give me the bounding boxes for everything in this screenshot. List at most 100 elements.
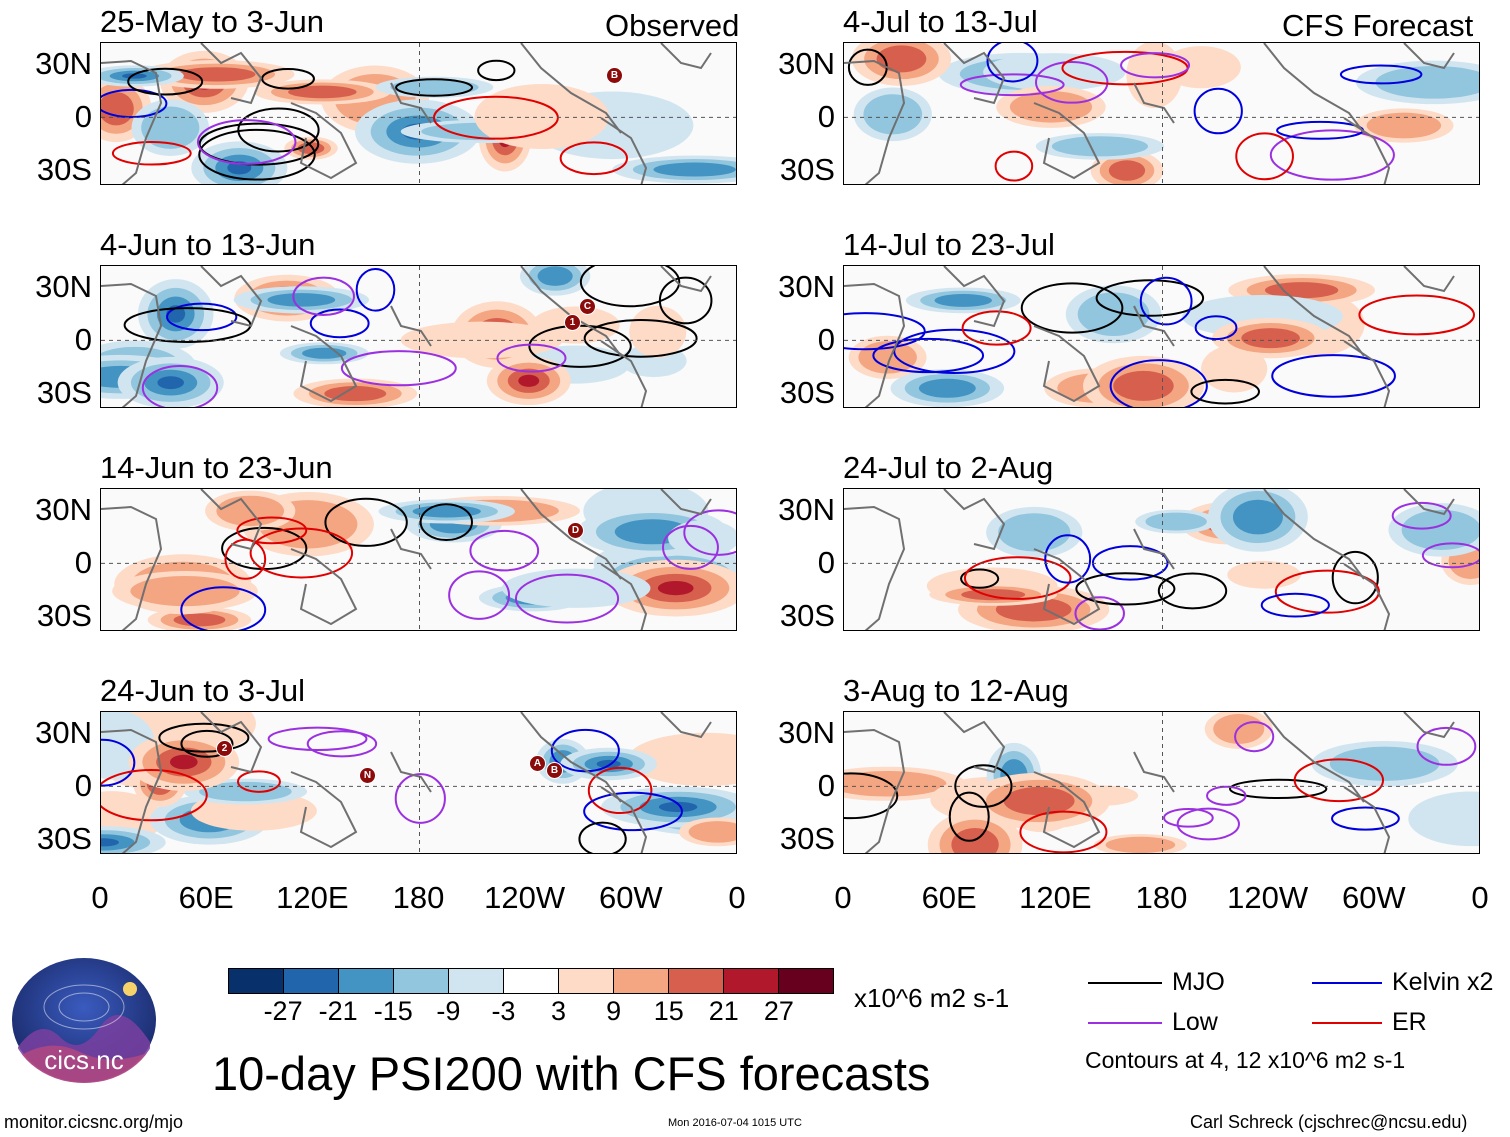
er-contour	[587, 766, 653, 815]
mjo-contour	[158, 722, 250, 753]
low-contour	[959, 73, 1065, 97]
legend-label-mjo: MJO	[1172, 968, 1225, 996]
er-contour	[963, 556, 1072, 600]
positive-anomaly	[400, 321, 563, 359]
colorbar-tick-label: 15	[653, 996, 684, 1026]
coastline	[1403, 266, 1455, 293]
positive-anomaly	[1366, 112, 1442, 139]
colorbar-tick-label: 27	[763, 996, 794, 1026]
negative-anomaly	[658, 801, 698, 813]
anomaly-field	[844, 489, 1479, 630]
negative-anomaly	[1408, 791, 1479, 847]
kelvin-contour	[101, 88, 168, 119]
mjo-contour	[180, 729, 234, 758]
coastline	[1133, 305, 1175, 347]
colorbar-tick-label: 3	[551, 996, 567, 1026]
latitude-label: 30N	[35, 46, 92, 81]
coastline	[390, 82, 432, 124]
mjo-contour	[477, 59, 516, 82]
colorbar-tick-label: -27	[263, 996, 303, 1026]
negative-anomaly	[934, 293, 992, 307]
latitude-label: 0	[74, 99, 92, 134]
kelvin-contour	[1193, 87, 1243, 135]
latitude-label: 30N	[35, 269, 92, 304]
coastline	[1033, 548, 1101, 626]
mjo-contour	[1020, 282, 1124, 334]
longitude-label: 180	[392, 880, 445, 915]
low-contour	[292, 276, 355, 317]
latitude-label: 30N	[778, 46, 835, 81]
er-contour	[1235, 132, 1294, 181]
colorbar-swatch	[449, 969, 504, 993]
negative-anomaly	[101, 838, 119, 847]
longitude-label: 60W	[1341, 880, 1406, 915]
mjo-contour	[578, 821, 627, 853]
positive-anomaly	[1126, 43, 1183, 109]
mjo-contour	[948, 791, 990, 842]
coastline	[290, 102, 358, 180]
kelvin-contour	[1339, 64, 1423, 85]
mjo-contour	[395, 78, 474, 97]
map-area: B	[100, 42, 737, 185]
colorbar-tick-label: 21	[708, 996, 739, 1026]
coastline	[390, 751, 432, 793]
positive-anomaly	[1227, 560, 1301, 589]
positive-anomaly	[629, 305, 687, 358]
storm-marker: 2	[216, 740, 233, 757]
mjo-contour	[198, 128, 316, 181]
panel-title: 4-Jun to 13-Jun	[100, 227, 316, 262]
panel-title: 14-Jun to 23-Jun	[100, 450, 333, 485]
low-contour	[1035, 60, 1109, 104]
longitude-label: 180	[1135, 880, 1188, 915]
positive-anomaly	[1113, 370, 1174, 401]
coastline	[390, 528, 432, 570]
mjo-contour	[1331, 550, 1379, 605]
coastline	[200, 489, 263, 551]
longitude-label: 0	[91, 880, 109, 915]
latitude-label: 0	[817, 768, 835, 803]
anomaly-field	[844, 43, 1479, 184]
coastline	[660, 489, 712, 516]
er-contour	[1293, 758, 1385, 803]
colorbar	[228, 968, 834, 994]
legend-label-low: Low	[1172, 1008, 1218, 1036]
legend-label-er: ER	[1392, 1008, 1427, 1036]
colorbar-swatch	[504, 969, 559, 993]
map-area	[843, 42, 1480, 185]
latitude-label: 30S	[779, 375, 835, 410]
longitude-label: 120E	[1019, 880, 1092, 915]
coastline	[660, 712, 712, 739]
er-contour	[111, 141, 192, 166]
er-contour	[961, 310, 1032, 346]
latitude-label: 30S	[779, 152, 835, 187]
mjo-contour	[1075, 572, 1176, 606]
low-contour	[141, 364, 219, 407]
colorbar-swatch	[339, 969, 394, 993]
negative-anomaly	[668, 520, 736, 556]
legend-line-kelvin	[1312, 982, 1382, 984]
mjo-contour	[844, 772, 899, 820]
colorbar-swatch	[229, 969, 284, 993]
coastline	[844, 59, 906, 184]
coastline	[844, 282, 906, 407]
coastline	[600, 340, 648, 407]
panel-tag: CFS Forecast	[1282, 8, 1474, 43]
coastline	[101, 728, 163, 853]
negative-anomaly	[1375, 66, 1479, 99]
coastline	[943, 266, 1006, 328]
positive-anomaly	[288, 85, 357, 99]
footer-url[interactable]: monitor.cicsnc.org/mjo	[4, 1112, 184, 1132]
kelvin-contour	[872, 337, 985, 374]
kelvin-contour	[844, 312, 926, 351]
coastline	[1263, 266, 1365, 357]
low-contour	[306, 730, 378, 758]
legend-line-er	[1312, 1022, 1382, 1024]
coastline	[520, 43, 622, 134]
positive-anomaly	[173, 613, 226, 627]
colorbar-swatch	[614, 969, 669, 993]
low-contour	[1416, 726, 1477, 766]
negative-anomaly	[302, 347, 347, 359]
latitude-label: 30S	[36, 821, 92, 856]
legend-label-kelvin: Kelvin x2	[1392, 968, 1494, 996]
coastline	[290, 771, 358, 849]
